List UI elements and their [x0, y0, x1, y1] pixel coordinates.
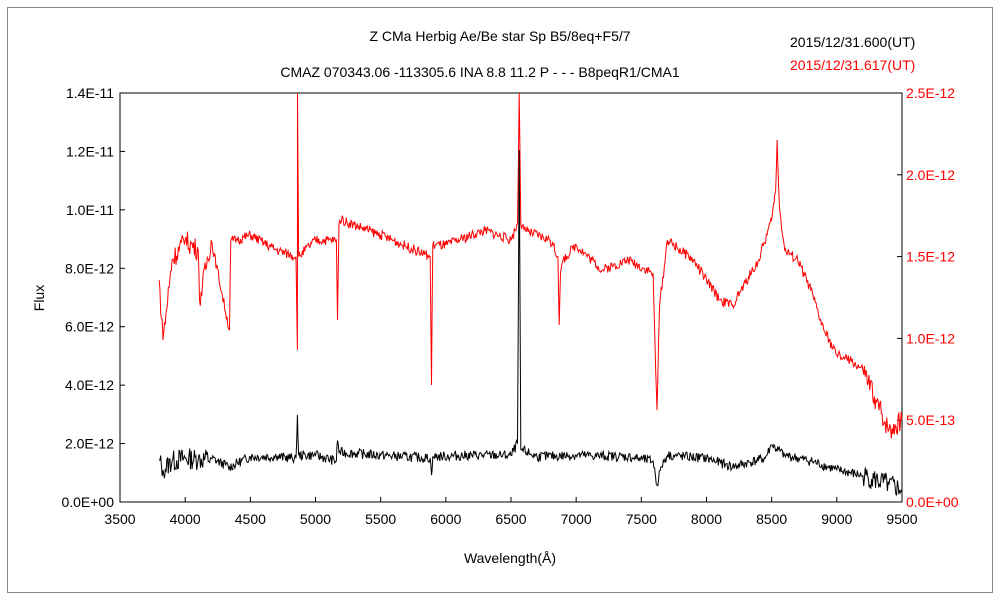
series-line-black — [158, 149, 903, 497]
x-tick-label: 9000 — [821, 511, 852, 527]
y-right-tick-label: 5.0E-13 — [906, 412, 955, 428]
y-right-tick-label: 1.0E-12 — [906, 330, 955, 346]
chart-title: Z CMa Herbig Ae/Be star Sp B5/8eq+F5/7 — [369, 28, 630, 44]
y-right-tick-label: 0.0E+00 — [906, 494, 959, 510]
x-tick-label: 5000 — [300, 511, 331, 527]
y-left-tick-label: 1.2E-11 — [66, 143, 114, 159]
x-tick-label: 7500 — [626, 511, 657, 527]
series-line-red — [158, 92, 903, 439]
x-tick-label: 7000 — [561, 511, 592, 527]
x-tick-label: 9500 — [886, 511, 917, 527]
x-tick-label: 3500 — [104, 511, 135, 527]
y-left-tick-label: 8.0E-12 — [65, 260, 114, 276]
x-tick-label: 6500 — [495, 511, 526, 527]
y-axis-label: Flux — [31, 285, 47, 311]
chart-frame — [7, 7, 993, 593]
chart-subtitle: CMAZ 070343.06 -113305.6 INA 8.8 11.2 P … — [280, 64, 679, 80]
legend-entry-black: 2015/12/31.600(UT) — [790, 34, 915, 50]
y-right-tick-label: 2.5E-12 — [906, 85, 955, 101]
y-left-tick-label: 6.0E-12 — [65, 319, 114, 335]
plot-area — [119, 92, 903, 503]
legend-entry-red: 2015/12/31.617(UT) — [790, 57, 915, 73]
y-right-tick-label: 1.5E-12 — [906, 249, 955, 265]
x-tick-label: 8500 — [756, 511, 787, 527]
y-right-tick-label: 2.0E-12 — [906, 167, 955, 183]
x-tick-label: 4500 — [235, 511, 266, 527]
y-left-tick-label: 1.4E-11 — [66, 85, 114, 101]
y-left-tick-label: 0.0E+00 — [61, 494, 114, 510]
x-tick-label: 6000 — [430, 511, 461, 527]
x-tick-label: 4000 — [170, 511, 201, 527]
y-left-tick-label: 2.0E-12 — [65, 436, 114, 452]
x-tick-label: 5500 — [365, 511, 396, 527]
x-tick-label: 8000 — [691, 511, 722, 527]
x-axis-label: Wavelength(Å) — [464, 550, 556, 566]
y-left-tick-label: 1.0E-11 — [66, 202, 114, 218]
y-left-tick-label: 4.0E-12 — [65, 377, 114, 393]
